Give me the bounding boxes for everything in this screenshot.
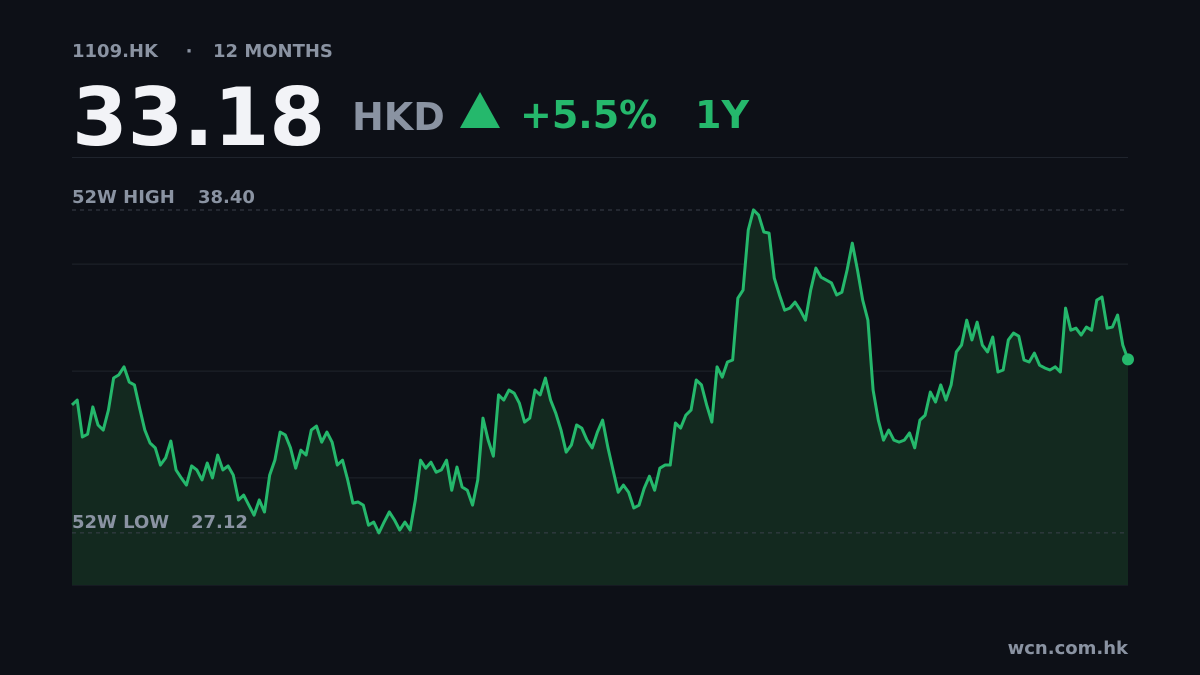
price: 33.18 [72,71,325,164]
high-label: 52W HIGH [72,187,175,208]
plot: 52W HIGH 38.40 52W LOW 27.12 [70,187,1134,586]
ticker: 1109.HK [72,41,159,62]
period: 12 MONTHS [213,41,333,62]
change: +5.5% [520,93,657,137]
low-label: 52W LOW [72,512,169,533]
source: wcn.com.hk [1008,638,1129,659]
up-arrow [460,92,500,128]
separator: · [186,41,193,62]
last-point [1122,353,1134,366]
area [72,209,1128,585]
price-line [70,208,1130,535]
high-value: 38.40 [198,187,255,208]
currency: HKD [352,95,445,139]
range: 1Y [695,93,749,137]
low-value: 27.12 [191,512,248,533]
